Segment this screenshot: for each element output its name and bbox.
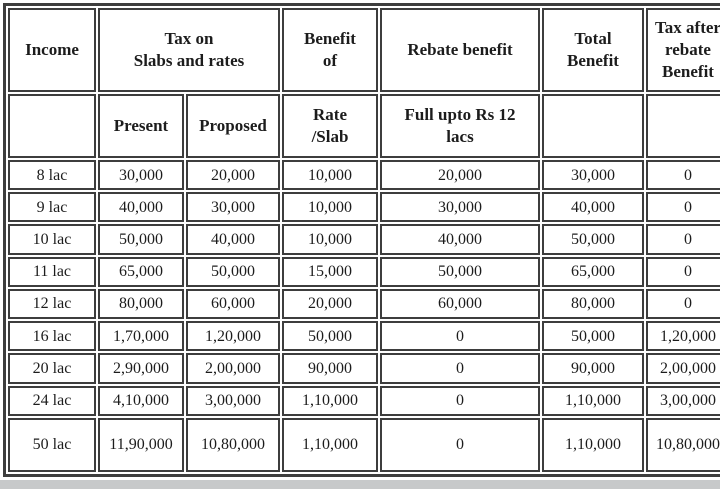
table-row-8-lac: 8 lac 30,000 20,000 10,000 20,000 30,000… [8,160,720,191]
rebate-benefit-cell: 20,000 [380,160,540,191]
tax-after-rebate-cell: 10,80,000 [646,417,720,472]
rebate-benefit-cell: 0 [380,321,540,352]
total-benefit-cell: 40,000 [542,192,644,223]
table-row-9-lac: 9 lac 40,000 30,000 10,000 30,000 40,000… [8,192,720,223]
proposed-tax-cell: 60,000 [186,288,280,320]
income-cell: 12 lac [8,288,96,320]
subheader-total-benefit-empty [542,94,644,158]
income-cell: 10 lac [8,224,96,255]
income-cell: 16 lac [8,321,96,352]
col-header-tax-after-rebate-benefit: Tax after rebate Benefit [646,8,720,92]
table-row-12-lac: 12 lac 80,000 60,000 20,000 60,000 80,00… [8,288,720,320]
proposed-tax-cell: 2,00,000 [186,353,280,384]
rebate-benefit-cell: 30,000 [380,192,540,223]
col-header-income: Income [8,8,96,92]
rate-slab-benefit-cell: 90,000 [282,353,378,384]
present-tax-cell: 1,70,000 [98,321,184,352]
tax-after-rebate-cell: 1,20,000 [646,321,720,352]
subheader-present: Present [98,94,184,158]
tax-after-rebate-cell: 3,00,000 [646,385,720,416]
rebate-benefit-cell: 50,000 [380,256,540,287]
tax-after-rebate-cell: 0 [646,160,720,191]
col-header-tax-on-slabs-and-rates: Tax on Slabs and rates [98,8,280,92]
total-benefit-cell: 1,10,000 [542,417,644,472]
total-benefit-cell: 30,000 [542,160,644,191]
tax-after-rebate-cell: 0 [646,288,720,320]
rebate-benefit-cell: 60,000 [380,288,540,320]
subheader-full-upto-rs-12-lacs: Full upto Rs 12 lacs [380,94,540,158]
income-cell: 9 lac [8,192,96,223]
present-tax-cell: 50,000 [98,224,184,255]
income-cell: 24 lac [8,385,96,416]
income-cell: 50 lac [8,417,96,472]
col-header-rebate-benefit: Rebate benefit [380,8,540,92]
rate-slab-benefit-cell: 1,10,000 [282,417,378,472]
total-benefit-cell: 50,000 [542,224,644,255]
rate-slab-benefit-cell: 10,000 [282,224,378,255]
rebate-benefit-cell: 0 [380,353,540,384]
col-header-benefit-of: Benefit of [282,8,378,92]
total-benefit-cell: 1,10,000 [542,385,644,416]
rate-slab-benefit-cell: 20,000 [282,288,378,320]
rebate-benefit-cell: 0 [380,385,540,416]
total-benefit-cell: 80,000 [542,288,644,320]
header-row-1: Income Tax on Slabs and rates Benefit of… [8,8,720,92]
proposed-tax-cell: 30,000 [186,192,280,223]
tax-benefit-table: Income Tax on Slabs and rates Benefit of… [3,3,720,477]
subheader-tax-after-empty [646,94,720,158]
income-cell: 11 lac [8,256,96,287]
table-row-24-lac: 24 lac 4,10,000 3,00,000 1,10,000 0 1,10… [8,385,720,416]
income-cell: 8 lac [8,160,96,191]
rebate-benefit-cell: 0 [380,417,540,472]
present-tax-cell: 30,000 [98,160,184,191]
rebate-benefit-cell: 40,000 [380,224,540,255]
tax-after-rebate-cell: 0 [646,224,720,255]
income-cell: 20 lac [8,353,96,384]
total-benefit-cell: 65,000 [542,256,644,287]
rate-slab-benefit-cell: 1,10,000 [282,385,378,416]
present-tax-cell: 65,000 [98,256,184,287]
subheader-rate-slab: Rate /Slab [282,94,378,158]
col-header-total-benefit: Total Benefit [542,8,644,92]
total-benefit-cell: 90,000 [542,353,644,384]
proposed-tax-cell: 10,80,000 [186,417,280,472]
tax-after-rebate-cell: 2,00,000 [646,353,720,384]
table-body: 8 lac 30,000 20,000 10,000 20,000 30,000… [8,160,720,472]
present-tax-cell: 4,10,000 [98,385,184,416]
table-row-11-lac: 11 lac 65,000 50,000 15,000 50,000 65,00… [8,256,720,287]
proposed-tax-cell: 20,000 [186,160,280,191]
proposed-tax-cell: 40,000 [186,224,280,255]
header-row-2: Present Proposed Rate /Slab Full upto Rs… [8,94,720,158]
rate-slab-benefit-cell: 15,000 [282,256,378,287]
bottom-edge-strip [0,480,720,489]
tax-after-rebate-cell: 0 [646,256,720,287]
present-tax-cell: 40,000 [98,192,184,223]
rate-slab-benefit-cell: 10,000 [282,160,378,191]
proposed-tax-cell: 3,00,000 [186,385,280,416]
subheader-income-empty [8,94,96,158]
present-tax-cell: 11,90,000 [98,417,184,472]
rate-slab-benefit-cell: 10,000 [282,192,378,223]
table-header: Income Tax on Slabs and rates Benefit of… [8,8,720,158]
present-tax-cell: 2,90,000 [98,353,184,384]
subheader-proposed: Proposed [186,94,280,158]
table-row-50-lac: 50 lac 11,90,000 10,80,000 1,10,000 0 1,… [8,417,720,472]
present-tax-cell: 80,000 [98,288,184,320]
table-row-10-lac: 10 lac 50,000 40,000 10,000 40,000 50,00… [8,224,720,255]
table-row-16-lac: 16 lac 1,70,000 1,20,000 50,000 0 50,000… [8,321,720,352]
proposed-tax-cell: 50,000 [186,256,280,287]
table-row-20-lac: 20 lac 2,90,000 2,00,000 90,000 0 90,000… [8,353,720,384]
tax-after-rebate-cell: 0 [646,192,720,223]
proposed-tax-cell: 1,20,000 [186,321,280,352]
rate-slab-benefit-cell: 50,000 [282,321,378,352]
total-benefit-cell: 50,000 [542,321,644,352]
